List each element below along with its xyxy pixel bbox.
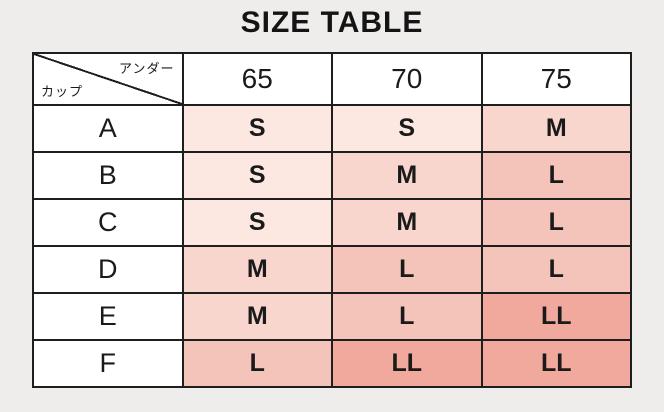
size-cell: L: [331, 245, 483, 294]
size-cell: LL: [480, 292, 632, 341]
column-header-70: 70: [331, 52, 483, 106]
size-cell: LL: [480, 339, 632, 388]
size-cell: LL: [331, 339, 483, 388]
cup-cell: E: [32, 292, 184, 341]
table-row-e: E M L LL: [32, 292, 632, 341]
cup-cell: C: [32, 198, 184, 247]
size-cell: S: [181, 198, 333, 247]
size-cell: M: [331, 198, 483, 247]
size-table: アンダー カップ 65 70 75 A S S M B S M L C S M …: [32, 52, 632, 388]
size-cell: M: [480, 104, 632, 153]
size-cell: S: [181, 104, 333, 153]
table-row-c: C S M L: [32, 198, 632, 247]
size-cell: S: [181, 151, 333, 200]
under-band-label: アンダー: [119, 61, 175, 76]
table-row-f: F L LL LL: [32, 339, 632, 388]
table-row-b: B S M L: [32, 151, 632, 200]
size-cell: L: [181, 339, 333, 388]
size-cell: L: [480, 245, 632, 294]
size-cell: L: [480, 151, 632, 200]
cup-cell: F: [32, 339, 184, 388]
size-cell: M: [181, 292, 333, 341]
cup-cell: B: [32, 151, 184, 200]
page-title: SIZE TABLE: [240, 6, 424, 39]
size-cell: M: [181, 245, 333, 294]
size-cell: L: [480, 198, 632, 247]
cup-cell: A: [32, 104, 184, 153]
cup-label: カップ: [41, 84, 84, 99]
header-row: アンダー カップ 65 70 75: [32, 52, 632, 106]
size-cell: L: [331, 292, 483, 341]
size-cell: M: [331, 151, 483, 200]
column-header-75: 75: [480, 52, 632, 106]
column-header-65: 65: [181, 52, 333, 106]
cup-cell: D: [32, 245, 184, 294]
size-cell: S: [331, 104, 483, 153]
table-row-a: A S S M: [32, 104, 632, 153]
corner-header-cell: アンダー カップ: [32, 52, 184, 106]
table-row-d: D M L L: [32, 245, 632, 294]
